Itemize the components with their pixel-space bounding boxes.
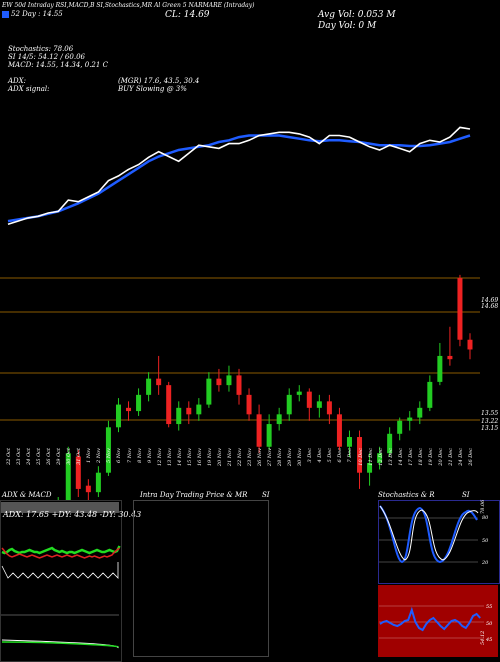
candle-body	[146, 378, 152, 395]
adx-values-text: ADX: 17.65 +DY: 43.48 -DY: 30.43	[3, 510, 142, 519]
candle-body	[336, 414, 342, 447]
adx-panel-title: ADX & MACD	[2, 491, 52, 499]
rsi-panel	[378, 585, 498, 657]
adx-line	[1, 562, 119, 579]
candle-body	[75, 456, 81, 489]
stoch-d-line	[379, 505, 479, 561]
candle-body	[236, 375, 242, 395]
candle-body	[467, 339, 473, 350]
price-label-upper-2: 14.68	[481, 303, 499, 310]
moving-average-line	[7, 134, 471, 223]
legend-day-vol: Day Vol: 0 M	[318, 21, 377, 31]
legend-close: CL: 14.69	[165, 10, 210, 20]
rsi-label-50: 50	[486, 621, 493, 627]
adx-signal-label: ADX signal:	[8, 85, 50, 93]
candle-body	[256, 414, 262, 447]
candle-body	[316, 401, 322, 408]
candle-body	[447, 355, 453, 360]
candle-body	[397, 420, 403, 434]
rsi-label-45: 45	[486, 637, 493, 643]
price-label-lower-1: 13.55	[481, 410, 499, 417]
plus-dy-line	[1, 545, 121, 555]
candle-body	[286, 394, 292, 415]
price-chart	[0, 126, 480, 500]
candle-body	[306, 391, 312, 408]
candle-body	[136, 394, 142, 412]
macd-readout: MACD: 14.55, 14.34, 0.21 C	[8, 61, 108, 69]
candle-body	[357, 437, 363, 473]
stoch-value-label: 78.06	[480, 499, 486, 514]
rsi-value-label: 54.12	[480, 630, 486, 645]
minus-dy-line	[1, 547, 120, 559]
mr-panel-title: Intra Day Trading Price & MR	[140, 491, 248, 499]
candle-body	[216, 378, 222, 386]
price-line	[7, 126, 471, 226]
stoch-panel-title-suffix: SI	[462, 491, 470, 499]
adx-readout: ADX:	[8, 77, 27, 85]
candle-body	[196, 404, 202, 415]
candle-body	[367, 462, 373, 473]
legend-row: 52 Day : 14.55	[2, 10, 63, 18]
candle-body	[457, 278, 463, 340]
candle-body	[377, 453, 383, 463]
price-label-lower-3: 13.15	[481, 425, 499, 432]
adx-values-bar: ADX: 17.65 +DY: 43.48 -DY: 30.43	[1, 502, 141, 519]
stoch-readout: Stochastics: 78.06	[8, 45, 74, 53]
candle-body	[166, 385, 172, 425]
rsi-line	[379, 606, 481, 632]
stoch-label-50: 50	[482, 538, 489, 544]
candle-body	[437, 355, 443, 382]
candle-body	[105, 427, 111, 473]
rsi-label-55: 55	[486, 604, 493, 610]
si-readout: SI 14/5: 54.12 / 60.06	[8, 53, 85, 61]
chart-header-text: EW 50d Intraday RSI,MACD,B SI,Stochastic…	[2, 2, 255, 9]
candle-body	[407, 417, 413, 421]
candle-body	[186, 407, 192, 415]
adx-signal-value: BUY Slowing @ 3%	[118, 85, 187, 93]
macd-signal-line	[1, 641, 119, 648]
stoch-label-80: 80	[482, 515, 489, 521]
candle-body	[85, 485, 91, 493]
price-label-lower-2: 13.22	[481, 418, 499, 425]
price-label-upper-1: 14.69	[481, 297, 499, 304]
candle-body	[176, 407, 182, 425]
candle-body	[387, 433, 393, 454]
stoch-k-line	[379, 505, 478, 564]
candle-body	[226, 375, 232, 386]
mgr-readout: (MGR) 17.6, 43.5, 30.4	[118, 77, 200, 85]
candle-body	[156, 378, 162, 386]
stoch-panel-title: Stochastics & R	[378, 491, 435, 499]
mr-panel	[133, 500, 269, 657]
candle-body	[417, 407, 423, 418]
candle-body	[115, 404, 121, 428]
ma-legend-swatch	[2, 10, 9, 18]
candle-body	[95, 472, 101, 493]
adx-panel	[0, 500, 122, 662]
candle-body	[296, 391, 302, 395]
candle-body	[276, 414, 282, 425]
candle-body	[346, 437, 352, 447]
chart-header: EW 50d Intraday RSI,MACD,B SI,Stochastic…	[2, 2, 254, 9]
legend-left-value: 52 Day : 14.55	[11, 10, 63, 18]
candle-body	[65, 453, 71, 500]
stoch-label-20: 20	[482, 560, 489, 566]
candle-body	[206, 378, 212, 405]
candle-body	[266, 424, 272, 447]
legend-avg-vol: Avg Vol: 0.053 M	[318, 10, 396, 20]
candle-body	[126, 407, 132, 412]
mr-panel-title-suffix: SI	[262, 491, 270, 499]
candle-body	[246, 394, 252, 415]
candle-body	[326, 401, 332, 415]
candle-body	[427, 381, 433, 408]
